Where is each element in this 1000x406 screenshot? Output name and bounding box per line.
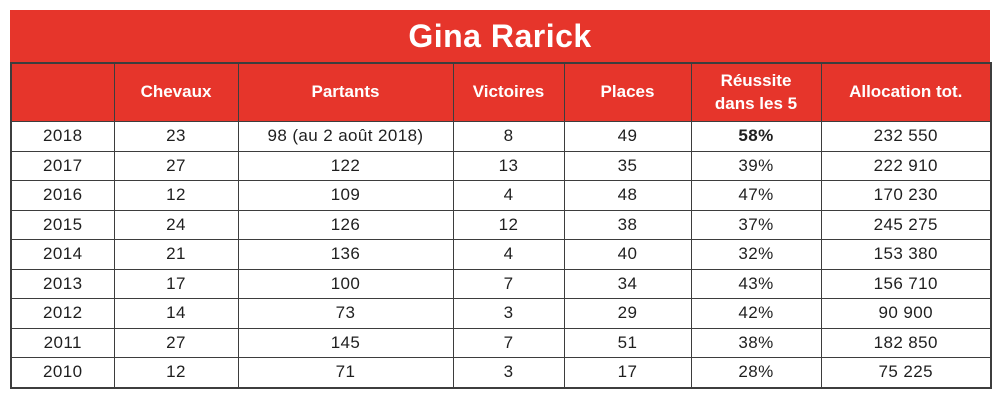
- year-cell: 2011: [10, 327, 115, 358]
- table-row: 2013 17 100 7 34 43% 156 710: [10, 268, 992, 299]
- allocation-cell: 90 900: [820, 298, 992, 329]
- places-cell: 38: [563, 209, 692, 240]
- stats-card: Gina Rarick Chevaux Partants Victoires P…: [10, 10, 992, 389]
- victoires-cell: 4: [452, 239, 565, 270]
- chevaux-cell: 12: [113, 180, 239, 211]
- chevaux-cell: 24: [113, 209, 239, 240]
- allocation-cell: 232 550: [820, 121, 992, 152]
- col-header-reussite: Réussite dans les 5: [690, 62, 822, 122]
- places-cell: 40: [563, 239, 692, 270]
- col-header-partants: Partants: [237, 62, 454, 122]
- table-row: 2018 23 98 (au 2 août 2018) 8 49 58% 232…: [10, 121, 992, 152]
- table-row: 2014 21 136 4 40 32% 153 380: [10, 239, 992, 270]
- reussite-cell: 37%: [690, 209, 822, 240]
- partants-cell: 100: [237, 268, 454, 299]
- table-row: 2012 14 73 3 29 42% 90 900: [10, 298, 992, 329]
- partants-cell: 145: [237, 327, 454, 358]
- stats-table: Chevaux Partants Victoires Places Réussi…: [10, 62, 992, 389]
- year-cell: 2010: [10, 357, 115, 388]
- victoires-cell: 4: [452, 180, 565, 211]
- partants-cell: 126: [237, 209, 454, 240]
- chevaux-cell: 12: [113, 357, 239, 388]
- places-cell: 17: [563, 357, 692, 388]
- year-cell: 2013: [10, 268, 115, 299]
- table-title-bar: Gina Rarick: [10, 10, 990, 62]
- chevaux-cell: 14: [113, 298, 239, 329]
- partants-cell: 71: [237, 357, 454, 388]
- col-header-allocation: Allocation tot.: [820, 62, 992, 122]
- places-cell: 51: [563, 327, 692, 358]
- year-cell: 2015: [10, 209, 115, 240]
- year-cell: 2017: [10, 150, 115, 181]
- reussite-cell: 32%: [690, 239, 822, 270]
- victoires-cell: 13: [452, 150, 565, 181]
- col-header-victoires: Victoires: [452, 62, 565, 122]
- victoires-cell: 3: [452, 357, 565, 388]
- reussite-cell: 43%: [690, 268, 822, 299]
- allocation-cell: 170 230: [820, 180, 992, 211]
- col-header-places: Places: [563, 62, 692, 122]
- allocation-cell: 222 910: [820, 150, 992, 181]
- table-row: 2011 27 145 7 51 38% 182 850: [10, 327, 992, 358]
- victoires-cell: 3: [452, 298, 565, 329]
- header-row: Chevaux Partants Victoires Places Réussi…: [10, 62, 992, 122]
- year-cell: 2014: [10, 239, 115, 270]
- places-cell: 29: [563, 298, 692, 329]
- allocation-cell: 75 225: [820, 357, 992, 388]
- year-cell: 2018: [10, 121, 115, 152]
- col-header-chevaux: Chevaux: [113, 62, 239, 122]
- table-body: 2018 23 98 (au 2 août 2018) 8 49 58% 232…: [10, 121, 992, 388]
- chevaux-cell: 27: [113, 150, 239, 181]
- partants-cell: 73: [237, 298, 454, 329]
- victoires-cell: 7: [452, 268, 565, 299]
- table-row: 2010 12 71 3 17 28% 75 225: [10, 357, 992, 388]
- victoires-cell: 12: [452, 209, 565, 240]
- chevaux-cell: 21: [113, 239, 239, 270]
- reussite-cell: 42%: [690, 298, 822, 329]
- reussite-cell: 58%: [690, 121, 822, 152]
- allocation-cell: 156 710: [820, 268, 992, 299]
- reussite-cell: 38%: [690, 327, 822, 358]
- places-cell: 49: [563, 121, 692, 152]
- partants-cell: 98 (au 2 août 2018): [237, 121, 454, 152]
- partants-cell: 136: [237, 239, 454, 270]
- chevaux-cell: 23: [113, 121, 239, 152]
- reussite-cell: 47%: [690, 180, 822, 211]
- col-header-year: [10, 62, 115, 122]
- chevaux-cell: 17: [113, 268, 239, 299]
- reussite-cell: 28%: [690, 357, 822, 388]
- allocation-cell: 245 275: [820, 209, 992, 240]
- places-cell: 34: [563, 268, 692, 299]
- partants-cell: 109: [237, 180, 454, 211]
- places-cell: 35: [563, 150, 692, 181]
- reussite-cell: 39%: [690, 150, 822, 181]
- table-row: 2016 12 109 4 48 47% 170 230: [10, 180, 992, 211]
- allocation-cell: 182 850: [820, 327, 992, 358]
- chevaux-cell: 27: [113, 327, 239, 358]
- year-cell: 2012: [10, 298, 115, 329]
- year-cell: 2016: [10, 180, 115, 211]
- victoires-cell: 8: [452, 121, 565, 152]
- page-title: Gina Rarick: [408, 17, 592, 54]
- places-cell: 48: [563, 180, 692, 211]
- allocation-cell: 153 380: [820, 239, 992, 270]
- partants-cell: 122: [237, 150, 454, 181]
- table-row: 2017 27 122 13 35 39% 222 910: [10, 150, 992, 181]
- table-row: 2015 24 126 12 38 37% 245 275: [10, 209, 992, 240]
- victoires-cell: 7: [452, 327, 565, 358]
